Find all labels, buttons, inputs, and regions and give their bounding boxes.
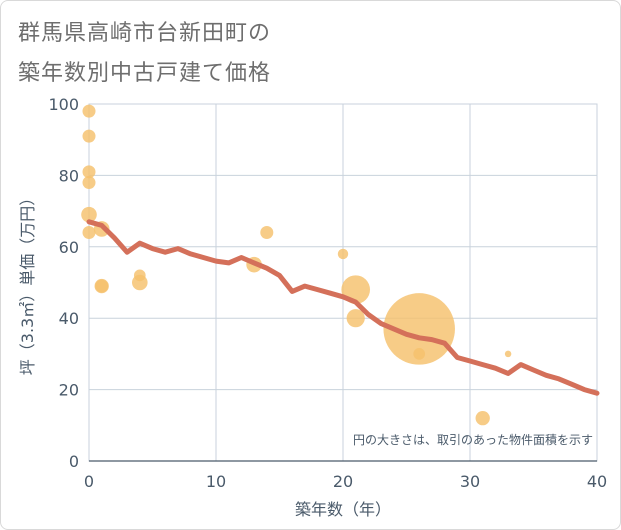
y-tick-label: 80 [59, 166, 79, 185]
grid-lines [89, 103, 598, 461]
x-tick-label: 30 [460, 472, 480, 491]
y-tick-label: 40 [59, 309, 79, 328]
x-tick-label: 40 [587, 472, 607, 491]
bubble-point [82, 226, 96, 240]
y-tick-label: 100 [48, 95, 79, 114]
y-axis-title: 坪（3.3㎡）単価（万円） [18, 190, 37, 375]
chart-title-line-2: 築年数別中古戸建て価格 [18, 61, 272, 86]
bubble-point [95, 279, 109, 293]
bubble-point [81, 206, 97, 223]
bubble-point [346, 309, 365, 328]
bubble-point [504, 350, 512, 358]
chart-title-line-1: 群馬県高崎市台新田町の [18, 21, 272, 46]
y-tick-label: 60 [59, 238, 79, 257]
x-axis-title: 築年数（年） [295, 500, 391, 519]
bubble-point [413, 348, 426, 360]
bubble-size-note: 円の大きさは、取引のあった物件面積を示す [353, 432, 593, 447]
bubble-layer [81, 104, 512, 426]
y-tick-label: 20 [59, 381, 79, 400]
x-tick-label: 20 [333, 472, 353, 491]
bubble-point [82, 104, 96, 118]
bubble-point [82, 176, 96, 190]
bubble-point [260, 226, 274, 240]
bubble-point [82, 165, 96, 179]
bubble-point [475, 411, 490, 426]
y-tick-label: 0 [69, 452, 79, 471]
average-price-line [86, 219, 600, 396]
x-tick-labels: 0 10 20 30 40 [84, 472, 607, 491]
bubble-point [383, 293, 455, 365]
x-tick-label: 0 [84, 472, 94, 491]
bubble-point [82, 129, 96, 143]
bubble-point [337, 248, 349, 260]
bubble-point [132, 274, 148, 291]
x-tick-label: 10 [206, 472, 226, 491]
y-tick-labels: 0 20 40 60 80 100 [48, 95, 79, 471]
